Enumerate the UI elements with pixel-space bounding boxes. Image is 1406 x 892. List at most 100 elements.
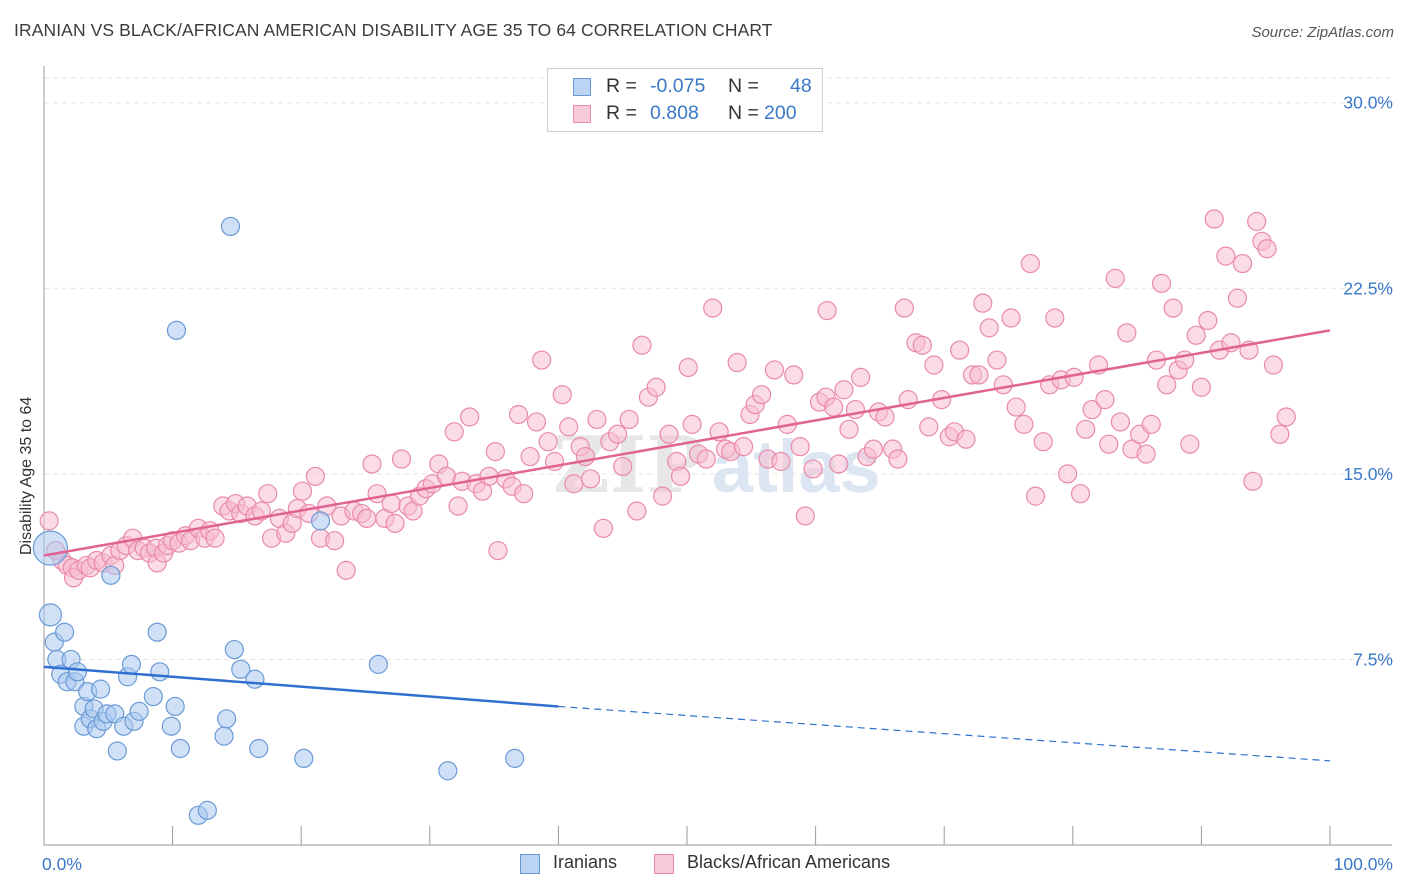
legend-r-value: -0.075 [650,75,706,97]
black-african-american-point [485,442,505,462]
y-tick-label: 7.5% [1353,649,1393,669]
black-african-american-point [1151,273,1172,293]
black-african-american-point [845,399,866,420]
black-african-american-point [682,414,702,434]
black-african-american-point [1136,444,1156,464]
black-african-american-point [824,397,844,417]
iranian-point [217,709,237,729]
black-african-american-point [1082,399,1102,420]
iranian-point [150,662,170,682]
black-african-american-point [391,449,412,469]
black-african-american-point [39,511,59,531]
legend-swatch-blue [573,78,591,96]
black-african-american-point [1163,298,1183,318]
black-african-american-point [1110,412,1130,432]
black-african-american-point [1216,246,1236,266]
iranian-point [294,748,314,769]
black-african-american-point [1099,434,1119,454]
iranian-trend-line-extension [558,705,1331,762]
black-african-american-point [613,456,633,477]
black-african-american-point [993,375,1013,395]
y-tick-label: 30.0% [1343,93,1393,113]
black-african-american-point [444,422,464,442]
x-tick-label: 100.0% [1334,854,1393,874]
iranian-point [129,701,149,721]
black-african-american-point [1014,414,1034,434]
iranian-point [368,654,388,674]
black-african-american-point [593,518,614,538]
black-african-american-point [1232,253,1253,274]
bottom-legend-label: Blacks/African Americans [687,852,891,872]
iranian-point [32,530,69,566]
black-african-american-point [526,412,547,432]
iranian-point [245,669,265,689]
black-african-american-point [1141,414,1161,434]
black-african-american-point [1270,424,1290,444]
black-african-american-point [803,459,823,479]
legend-r-label: R = [606,75,637,97]
black-african-american-point [894,298,914,318]
x-tick-label: 0.0% [42,854,82,874]
black-african-american-point [607,424,628,444]
black-african-american-point [488,540,508,561]
black-african-american-point [973,293,993,313]
source-label: Source: ZipAtlas.com [1251,24,1394,41]
black-african-american-point [987,350,1007,370]
black-african-american-point [305,466,325,486]
iranian-point [90,679,111,699]
iranian-point [101,565,121,585]
iranian-point [438,761,458,781]
black-african-american-point [652,486,673,506]
iranian-point [166,320,187,340]
iranian-point [54,622,75,642]
black-african-american-point [969,365,989,385]
black-african-american-point [514,484,534,504]
black-african-american-point [703,298,723,318]
iranian-point [143,686,163,707]
black-african-american-point [1243,471,1263,491]
black-african-american-point [771,451,791,472]
black-african-american-point [1198,310,1218,331]
black-african-american-point [784,365,804,385]
black-african-american-point [839,419,859,439]
black-african-american-point [817,300,837,321]
iranian-point [170,738,190,759]
black-african-american-point [1045,308,1065,328]
black-african-american-point [875,407,895,427]
iranian-point [220,216,241,237]
black-african-american-point [924,355,944,375]
black-african-american-point [1070,484,1091,504]
bottom-legend-swatch-pink [654,854,674,874]
black-african-american-point [381,493,401,514]
black-african-american-point [790,437,810,457]
black-african-american-point [1001,308,1021,328]
black-african-american-point [646,377,666,397]
y-tick-label: 22.5% [1343,278,1393,298]
black-african-american-point [362,454,382,474]
black-african-american-point [863,439,884,459]
black-african-american-point [1033,432,1053,452]
legend-n-value: 200 [764,102,797,124]
black-african-american-point [751,385,772,405]
y-axis-label: Disability Age 35 to 64 [18,396,35,555]
black-african-american-point [1058,464,1078,484]
black-african-american-point [564,474,584,494]
iranian-point [107,741,127,761]
correlation-legend: R = -0.075 N = 48 R = 0.808 N = 200 [547,68,823,132]
black-african-american-point [1020,253,1040,274]
black-african-american-point [1105,268,1125,289]
iranian-point [214,726,234,746]
black-african-american-point [795,506,815,526]
black-african-american-point [520,446,540,467]
black-african-american-point [696,449,716,469]
black-african-american-point [950,340,970,360]
black-african-american-point [764,360,785,380]
black-african-american-point [1117,323,1137,343]
watermark-logo: atlas [712,425,881,508]
iranian-point [121,654,142,674]
black-african-american-point [1095,390,1115,410]
iranian-point [147,622,167,642]
black-african-american-point [919,417,939,437]
legend-n-label: N = [728,75,759,97]
